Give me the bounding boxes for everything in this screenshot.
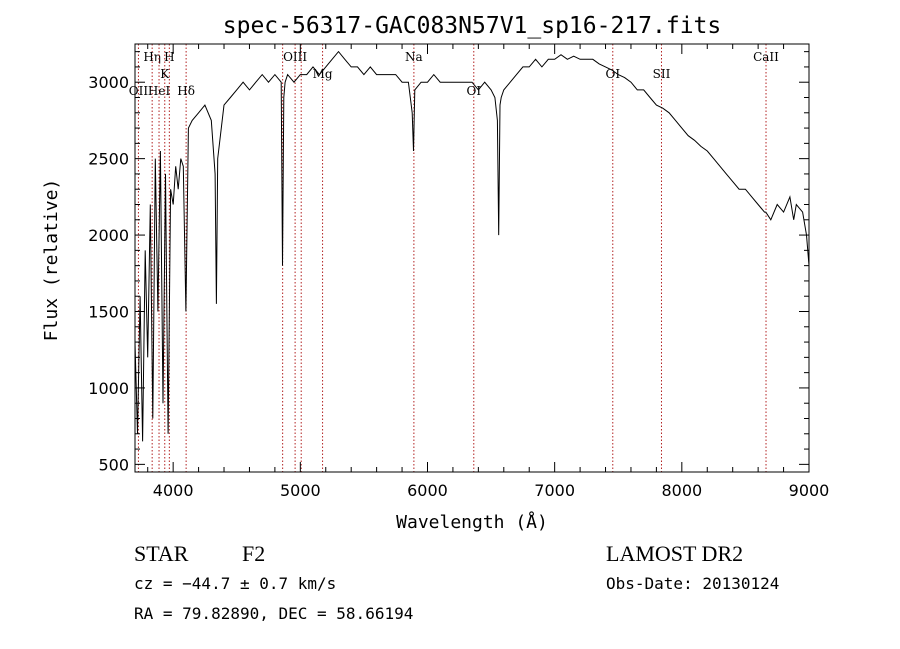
x-tick-label: 5000 bbox=[280, 481, 321, 500]
spectral-line-label: CaII bbox=[753, 50, 779, 64]
spectral-line-label: OIII bbox=[283, 50, 307, 64]
y-axis-label: Flux (relative) bbox=[41, 179, 62, 342]
x-axis-label: Wavelength (Å) bbox=[396, 511, 548, 533]
spectral-line-label: Mg bbox=[313, 67, 333, 81]
x-tick-label: 9000 bbox=[789, 481, 830, 500]
spectral-line-label: Na bbox=[405, 50, 423, 64]
x-tick-label: 7000 bbox=[534, 481, 575, 500]
y-tick-label: 3000 bbox=[88, 73, 129, 92]
y-tick-label: 1500 bbox=[88, 303, 129, 322]
spectral-line-label: SII bbox=[653, 67, 671, 81]
x-tick-label: 8000 bbox=[661, 481, 702, 500]
redshift-value: cz = −44.7 ± 0.7 km/s bbox=[134, 574, 336, 593]
spectral-line-label: OII bbox=[129, 84, 149, 98]
plot-frame bbox=[134, 43, 810, 473]
y-tick-label: 2000 bbox=[88, 226, 129, 245]
spectral-line-label: H bbox=[164, 50, 174, 64]
spectral-line-label: Hη bbox=[143, 50, 161, 64]
chart-title: spec-56317-GAC083N57V1_sp16-217.fits bbox=[223, 13, 722, 39]
spectral-line-label: K bbox=[160, 67, 170, 81]
survey-name: LAMOST DR2 bbox=[606, 541, 743, 566]
axis-ticks: 4000 5000 6000 7000 8000 9000 500 1000 1500 2000 2… bbox=[88, 44, 829, 500]
spectrum-line bbox=[134, 50, 810, 442]
object-class: STAR bbox=[134, 541, 189, 566]
y-tick-label: 2500 bbox=[88, 150, 129, 169]
spectral-line-label: OI bbox=[605, 67, 620, 81]
observation-date: Obs-Date: 20130124 bbox=[606, 574, 779, 593]
spectral-line-label: Hδ bbox=[177, 84, 195, 98]
spectral-line-label: HeI bbox=[148, 84, 171, 98]
x-tick-label: 6000 bbox=[407, 481, 448, 500]
y-tick-label: 500 bbox=[98, 455, 129, 474]
y-tick-label: 1000 bbox=[88, 379, 129, 398]
x-tick-label: 4000 bbox=[153, 481, 194, 500]
spectral-line-markers: OII Hη HeI KH Hδ OIII Mg Na OI OI SII CaII bbox=[129, 44, 779, 472]
ra-dec-coordinates: RA = 79.82890, DEC = 58.66194 bbox=[134, 604, 413, 623]
object-subclass: F2 bbox=[242, 541, 265, 566]
spectral-line-label: OI bbox=[466, 84, 481, 98]
